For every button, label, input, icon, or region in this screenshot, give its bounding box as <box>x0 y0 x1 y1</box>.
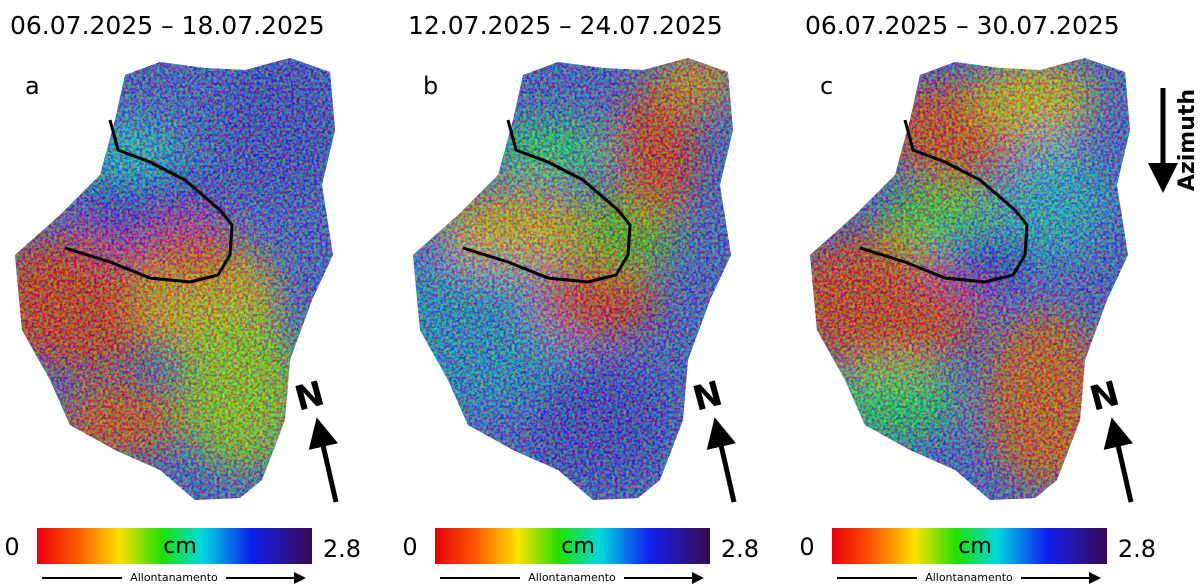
direction-label-bg <box>122 571 226 584</box>
panel-letter: a <box>25 72 40 100</box>
colorbar-unit: cm <box>561 534 595 559</box>
colorbar-max: 2.8 <box>1118 535 1156 563</box>
interferogram <box>15 58 335 500</box>
direction-label: Allontanamento <box>925 571 1013 584</box>
glacier-outline <box>462 119 632 284</box>
colorbar-max: 2.8 <box>721 535 759 563</box>
north-arrow <box>706 417 737 503</box>
glacier-outline <box>64 119 234 284</box>
north-label: N <box>291 374 329 420</box>
north-arrow <box>1103 417 1134 503</box>
panel-letter: c <box>820 72 833 100</box>
azimuth-label: Azimuth <box>1175 89 1200 191</box>
north-label: N <box>1086 374 1124 420</box>
panel-dates: 06.07.2025 – 18.07.2025 <box>10 11 325 40</box>
colorbar <box>37 528 312 564</box>
north-arrow <box>308 417 339 503</box>
direction-label: Allontanamento <box>130 571 218 584</box>
glacier-outline <box>859 119 1029 284</box>
panel: 12.07.2025 – 24.07.2025 b N 0 2.8 cm Allontana… <box>402 11 759 584</box>
direction-label-bg <box>917 571 1021 584</box>
panel-dates: 06.07.2025 – 30.07.2025 <box>805 11 1120 40</box>
colorbar <box>435 528 710 564</box>
colorbar-unit: cm <box>958 534 992 559</box>
direction-label-bg <box>520 571 624 584</box>
north-label: N <box>689 374 727 420</box>
panel: 06.07.2025 – 18.07.2025 a N 0 2.8 cm Allontana… <box>4 11 361 584</box>
colorbar <box>832 528 1107 564</box>
colorbar-min: 0 <box>799 533 814 561</box>
colorbar-min: 0 <box>402 533 417 561</box>
colorbar-unit: cm <box>163 534 197 559</box>
colorbar-min: 0 <box>4 533 19 561</box>
panel-letter: b <box>423 72 438 100</box>
direction-label: Allontanamento <box>528 571 616 584</box>
panel: 06.07.2025 – 30.07.2025 c N 0 2.8 cm Allontana… <box>799 11 1156 584</box>
colorbar-max: 2.8 <box>323 535 361 563</box>
panel-dates: 12.07.2025 – 24.07.2025 <box>408 11 723 40</box>
